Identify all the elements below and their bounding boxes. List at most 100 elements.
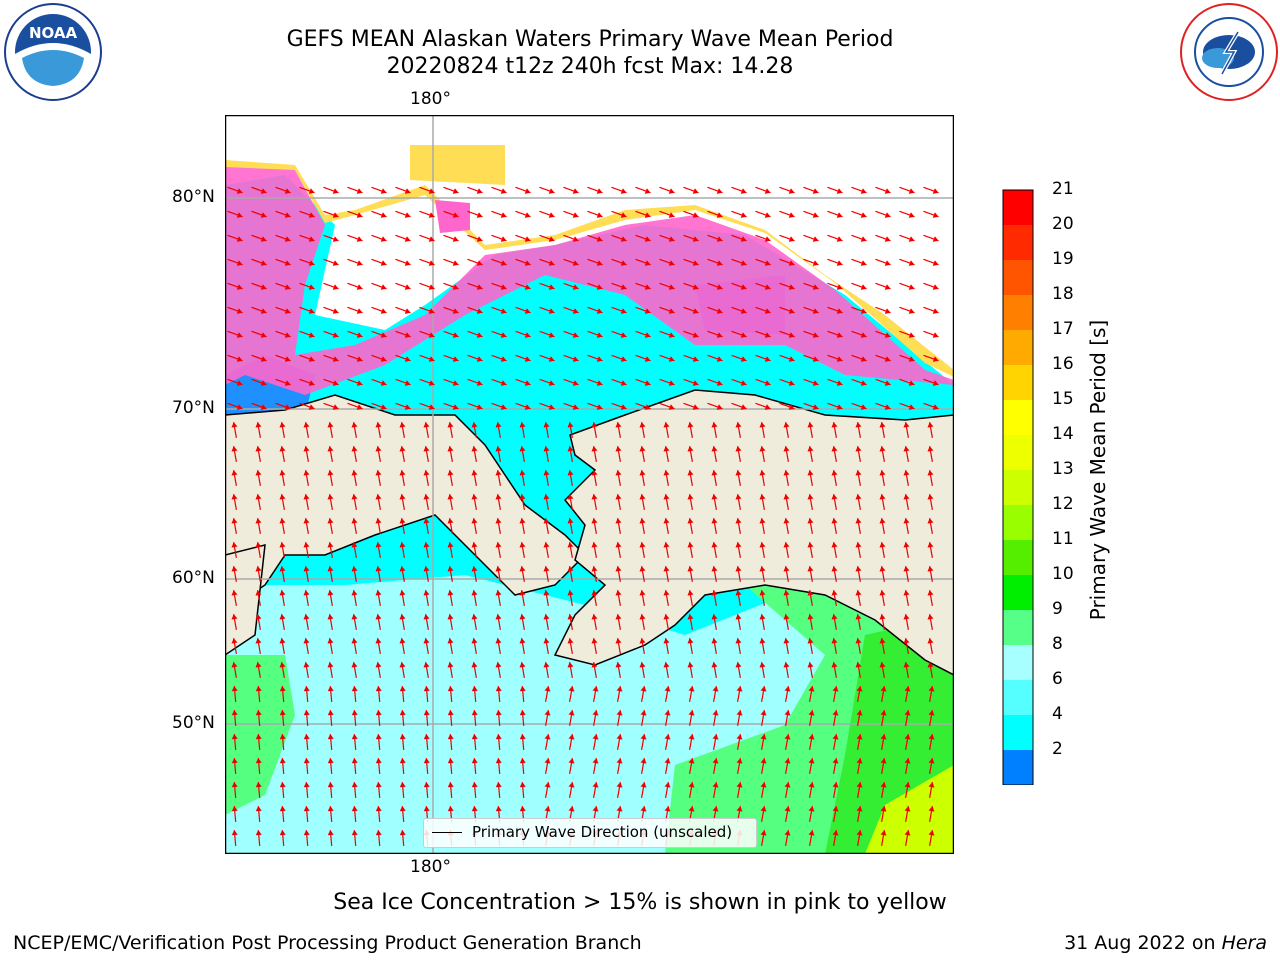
wave-arrow bbox=[635, 378, 651, 386]
colorbar-tick-label: 21 bbox=[1052, 179, 1074, 199]
wave-arrow-head bbox=[615, 470, 622, 476]
wave-arrow bbox=[563, 186, 579, 194]
wave-arrow bbox=[880, 686, 887, 702]
wave-arrow bbox=[255, 542, 262, 558]
wave-arrow bbox=[855, 494, 862, 510]
wave-arrow-head bbox=[284, 188, 291, 194]
wave-arrow bbox=[299, 378, 315, 386]
wave-arrow-head bbox=[639, 614, 646, 620]
wave-arrow-head bbox=[543, 590, 550, 596]
wave-arrow-head bbox=[231, 710, 238, 716]
wave-arrow-head bbox=[495, 734, 502, 740]
wave-arrow bbox=[443, 234, 459, 242]
wave-arrow-head bbox=[231, 686, 238, 692]
wave-arrow-head bbox=[832, 782, 839, 788]
wave-arrow bbox=[663, 542, 670, 558]
wave-arrow-head bbox=[903, 614, 910, 620]
wave-arrow-head bbox=[471, 662, 478, 668]
wave-arrow-head bbox=[548, 236, 555, 242]
wave-arrow-head bbox=[856, 734, 863, 740]
wave-arrow bbox=[899, 306, 915, 314]
wave-arrow bbox=[615, 422, 622, 438]
wave-arrow-head bbox=[855, 566, 862, 572]
wave-arrow-head bbox=[620, 404, 627, 410]
wave-arrow bbox=[851, 354, 867, 362]
wave-arrow bbox=[683, 258, 699, 266]
wave-arrow-head bbox=[740, 404, 747, 410]
wave-arrow bbox=[351, 470, 358, 486]
wave-arrow bbox=[928, 710, 935, 726]
wave-arrow-head bbox=[351, 422, 358, 428]
wave-arrow bbox=[904, 734, 911, 750]
wave-arrow-head bbox=[855, 446, 862, 452]
wave-arrow bbox=[467, 306, 483, 314]
wave-arrow-head bbox=[784, 758, 791, 764]
wave-arrow-head bbox=[908, 308, 915, 314]
wave-arrow bbox=[784, 782, 791, 798]
colorbar-tick-label: 11 bbox=[1052, 529, 1074, 549]
wave-arrow-head bbox=[687, 446, 694, 452]
wave-arrow-head bbox=[471, 782, 478, 788]
wave-arrow-head bbox=[471, 806, 478, 812]
wave-arrow-head bbox=[908, 260, 915, 266]
wave-arrow-head bbox=[279, 686, 286, 692]
wave-arrow-head bbox=[784, 782, 791, 788]
wave-arrow bbox=[779, 282, 795, 290]
legend-line-sample bbox=[432, 832, 462, 833]
wave-arrow bbox=[616, 782, 623, 798]
wave-arrow bbox=[375, 757, 382, 775]
wave-arrow bbox=[712, 710, 719, 726]
wave-arrow-head bbox=[495, 518, 502, 524]
wave-arrow bbox=[399, 805, 406, 823]
wave-arrow bbox=[568, 686, 575, 702]
wave-arrow-head bbox=[596, 308, 603, 314]
wave-arrow-head bbox=[351, 614, 358, 620]
wave-arrow bbox=[279, 542, 286, 558]
wave-arrow bbox=[879, 422, 886, 438]
wave-arrow-head bbox=[788, 236, 795, 242]
wave-arrow bbox=[683, 282, 699, 290]
wave-arrow-head bbox=[236, 284, 243, 290]
wave-arrow-head bbox=[303, 494, 310, 500]
wave-arrow bbox=[471, 781, 478, 799]
wave-arrow-head bbox=[836, 284, 843, 290]
wave-arrow bbox=[784, 686, 791, 702]
colorbar-tick-label: 2 bbox=[1052, 739, 1063, 759]
wave-arrow-head bbox=[932, 404, 939, 410]
wave-arrow-head bbox=[904, 710, 911, 716]
wave-arrow-head bbox=[255, 470, 262, 476]
wave-arrow-head bbox=[303, 518, 310, 524]
wave-arrow-head bbox=[855, 614, 862, 620]
wave-arrow-head bbox=[788, 380, 795, 386]
wave-arrow bbox=[347, 186, 363, 194]
wave-arrow bbox=[419, 282, 435, 290]
wave-arrow bbox=[303, 733, 310, 751]
wave-arrow-head bbox=[519, 686, 526, 692]
wave-arrow-head bbox=[428, 404, 435, 410]
wave-arrow bbox=[515, 210, 531, 218]
wave-arrow-head bbox=[303, 758, 310, 764]
wave-arrow bbox=[399, 829, 406, 847]
wave-arrow bbox=[664, 782, 671, 798]
colorbar-tick-label: 8 bbox=[1052, 634, 1063, 654]
wave-arrow-head bbox=[543, 662, 550, 668]
wave-arrow bbox=[323, 234, 339, 242]
wave-arrow bbox=[903, 494, 910, 510]
wave-arrow-head bbox=[831, 470, 838, 476]
wave-arrow-head bbox=[260, 260, 267, 266]
wave-arrow bbox=[255, 733, 262, 751]
wave-arrow-head bbox=[880, 734, 887, 740]
wave-arrow bbox=[491, 258, 507, 266]
wave-arrow-head bbox=[927, 422, 934, 428]
wave-arrow-head bbox=[904, 758, 911, 764]
wave-arrow-head bbox=[884, 260, 891, 266]
wave-arrow-head bbox=[351, 830, 358, 836]
wave-arrow bbox=[779, 354, 795, 362]
wave-arrow bbox=[711, 638, 718, 654]
wave-arrow bbox=[323, 210, 339, 218]
wave-arrow-head bbox=[423, 446, 430, 452]
wave-arrow bbox=[587, 282, 603, 290]
wave-arrow-head bbox=[692, 308, 699, 314]
wave-arrow bbox=[683, 306, 699, 314]
wave-arrow bbox=[735, 470, 742, 486]
